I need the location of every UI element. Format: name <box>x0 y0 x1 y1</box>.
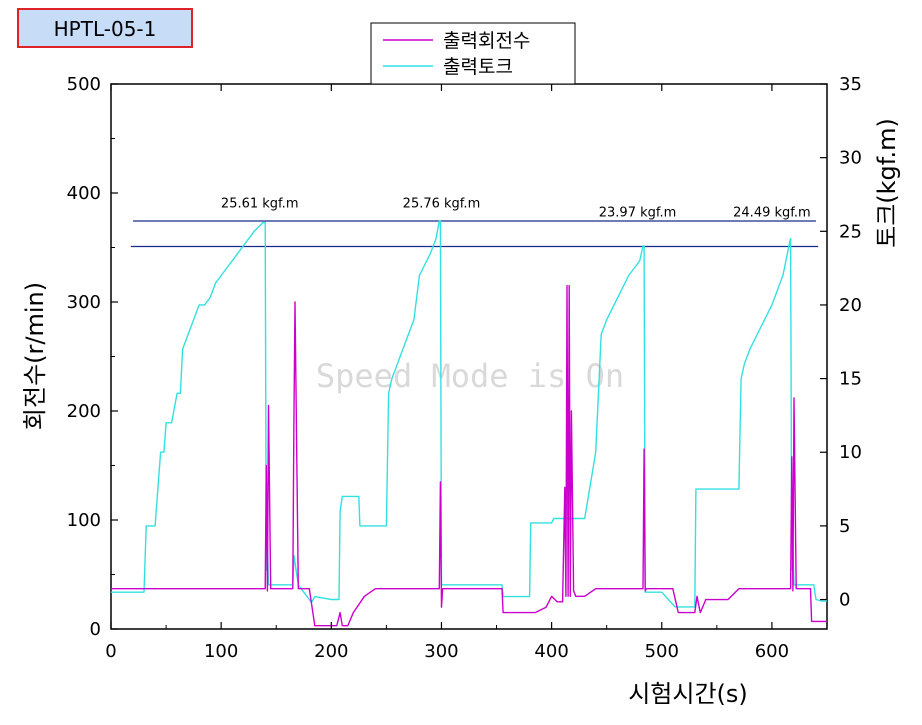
y-right-tick-label: 25 <box>839 221 862 242</box>
x-tick-label: 500 <box>645 641 679 662</box>
watermark-text: Speed Mode is On <box>316 357 624 395</box>
y-left-tick-label: 300 <box>67 292 101 313</box>
series-line-speed <box>111 284 827 627</box>
x-tick-label: 600 <box>755 641 789 662</box>
torque-series <box>111 220 827 608</box>
y-left-tick-label: 400 <box>67 183 101 204</box>
peak-annotation-1: 25.76 kgf.m <box>403 197 481 212</box>
peak-annotation-0: 25.61 kgf.m <box>221 197 299 212</box>
x-tick-label: 0 <box>105 641 116 662</box>
y-axis-left-title: 회전수(r/min) <box>21 282 49 430</box>
y-left-tick-label: 500 <box>67 74 101 95</box>
y-right-tick-label: 10 <box>839 442 862 463</box>
x-tick-label: 100 <box>204 641 238 662</box>
y-left-tick-label: 100 <box>67 510 101 531</box>
y-right-tick-label: 0 <box>839 590 850 611</box>
axes: 0 100 200 300 400 500 600 0 100 200 300 400 500 0 5 10 1… <box>67 74 862 662</box>
reference-lines <box>130 220 819 248</box>
series-line-torque <box>111 220 827 608</box>
title-badge: HPTL-05-1 <box>17 8 193 48</box>
y-right-tick-label: 5 <box>839 516 850 537</box>
x-axis-title: 시험시간(s) <box>628 680 748 708</box>
legend: 출력회전수 출력토크 <box>370 22 576 85</box>
speed-series <box>111 284 827 627</box>
y-right-tick-label: 20 <box>839 295 862 316</box>
y-axis-right-title: 토크(kgf.m) <box>873 118 901 248</box>
annotations: 25.61 kgf.m 25.76 kgf.m 23.97 kgf.m 24.49 k… <box>221 197 811 221</box>
peak-annotation-2: 23.97 kgf.m <box>599 206 677 221</box>
peak-annotation-3: 24.49 kgf.m <box>733 206 811 221</box>
x-tick-label: 400 <box>534 641 568 662</box>
y-right-tick-label: 35 <box>839 74 862 95</box>
x-tick-label: 300 <box>424 641 458 662</box>
legend-label-speed: 출력회전수 <box>443 30 530 52</box>
y-left-tick-label: 200 <box>67 401 101 422</box>
title-badge-text: HPTL-05-1 <box>54 17 157 41</box>
y-right-tick-label: 30 <box>839 148 862 169</box>
x-tick-label: 200 <box>314 641 348 662</box>
y-left-tick-label: 0 <box>90 619 101 640</box>
y-right-tick-label: 15 <box>839 369 862 390</box>
legend-label-torque: 출력토크 <box>443 56 513 78</box>
